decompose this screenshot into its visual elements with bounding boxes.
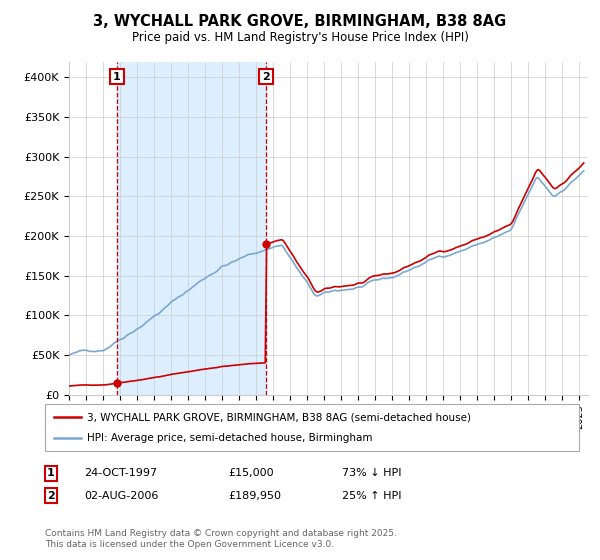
Text: Contains HM Land Registry data © Crown copyright and database right 2025.
This d: Contains HM Land Registry data © Crown c… — [45, 529, 397, 549]
Text: Price paid vs. HM Land Registry's House Price Index (HPI): Price paid vs. HM Land Registry's House … — [131, 31, 469, 44]
Text: 1: 1 — [113, 72, 121, 82]
Text: 1: 1 — [47, 468, 55, 478]
Text: 2: 2 — [47, 491, 55, 501]
Text: £189,950: £189,950 — [228, 491, 281, 501]
Text: 2: 2 — [262, 72, 270, 82]
Text: 3, WYCHALL PARK GROVE, BIRMINGHAM, B38 8AG (semi-detached house): 3, WYCHALL PARK GROVE, BIRMINGHAM, B38 8… — [87, 412, 471, 422]
Text: 24-OCT-1997: 24-OCT-1997 — [84, 468, 157, 478]
Bar — [117, 62, 266, 395]
Text: HPI: Average price, semi-detached house, Birmingham: HPI: Average price, semi-detached house,… — [87, 433, 373, 443]
Text: 25% ↑ HPI: 25% ↑ HPI — [342, 491, 401, 501]
Text: 73% ↓ HPI: 73% ↓ HPI — [342, 468, 401, 478]
Text: 02-AUG-2006: 02-AUG-2006 — [84, 491, 158, 501]
Text: 3, WYCHALL PARK GROVE, BIRMINGHAM, B38 8AG: 3, WYCHALL PARK GROVE, BIRMINGHAM, B38 8… — [94, 14, 506, 29]
Text: £15,000: £15,000 — [228, 468, 274, 478]
